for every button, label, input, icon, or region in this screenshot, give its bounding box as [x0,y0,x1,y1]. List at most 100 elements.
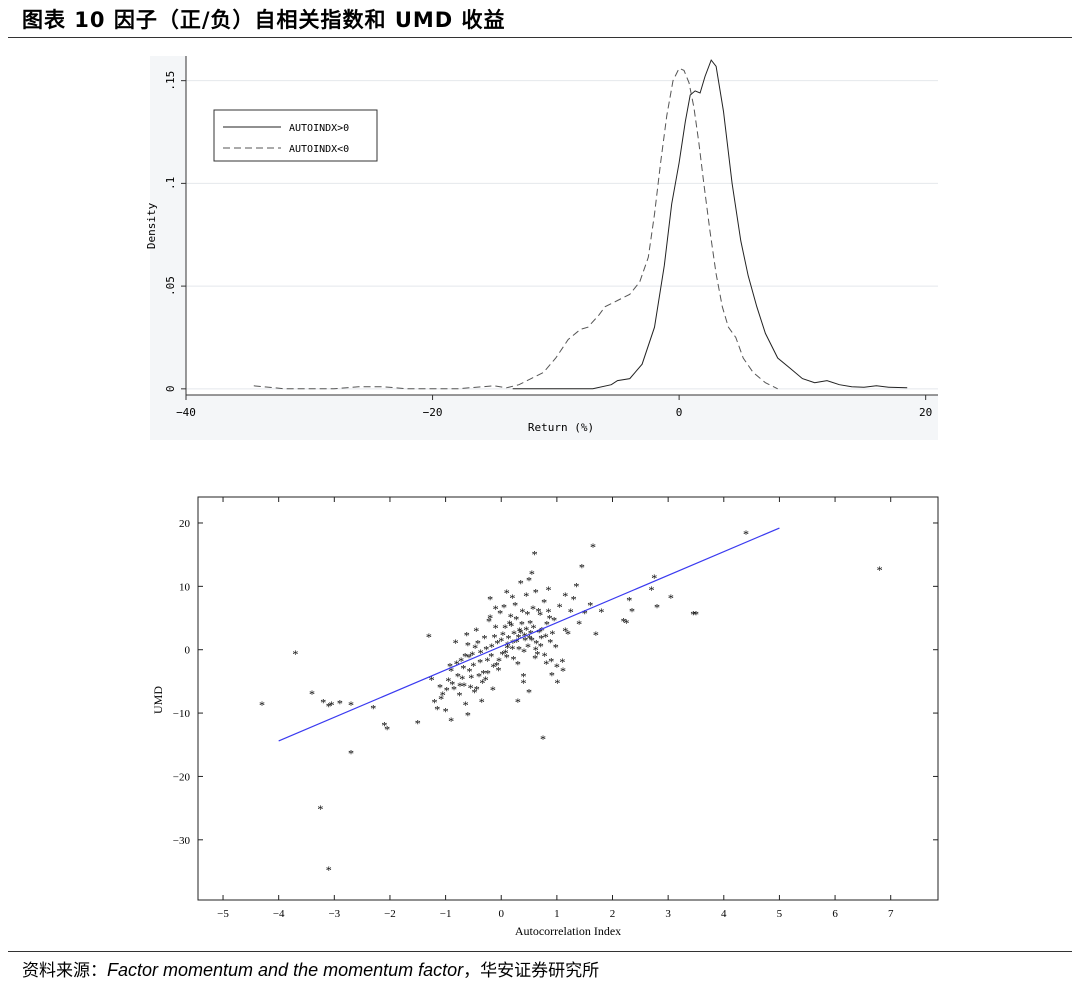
scatter-point: * [309,687,315,701]
scatter-points: **** ** * ******* **************************… [259,527,883,877]
scatter-point: * [337,696,343,710]
scatter-point: * [496,654,502,668]
scatter-point: * [518,577,524,591]
scatter-y-ticks: 20 10 0 −10 −20 −30 [173,518,938,847]
density-y-label: Density [145,202,158,249]
scatter-point: * [693,608,699,622]
scatter-point: * [511,627,517,641]
scatter-point: * [487,592,493,606]
scatter-point: * [508,619,514,633]
scatter-point: * [538,632,544,646]
scatter-point: * [516,642,522,656]
density-x-tick-label: −40 [176,406,196,419]
scatter-point: * [475,637,481,651]
scatter-point: * [562,624,568,638]
scatter-y-tick-label: 10 [179,581,191,593]
scatter-point: * [543,657,549,671]
scatter-point: * [469,648,475,662]
scatter-point: * [576,617,582,631]
scatter-point: * [651,571,657,585]
scatter-point: * [543,630,549,644]
scatter-point: * [573,580,579,594]
scatter-point: * [329,698,335,712]
scatter-point: * [629,604,635,618]
scatter-point: * [426,630,432,644]
scatter-point: * [472,686,478,700]
scatter-point: * [554,660,560,674]
scatter-point: * [547,611,553,625]
scatter-point: * [547,635,553,649]
scatter-point: * [515,630,521,644]
scatter-point: * [466,651,472,665]
scatter-point: * [370,701,376,715]
scatter-point: * [554,676,560,690]
scatter-y-tick-label: −30 [173,835,191,847]
scatter-point: * [468,671,474,685]
scatter-point: * [648,583,654,597]
scatter-point: * [520,670,526,684]
scatter-point: * [495,663,501,677]
scatter-point: * [499,648,505,662]
scatter-point: * [559,655,565,669]
scatter-point: * [553,641,559,655]
scatter-point: * [493,621,499,635]
scatter-point: * [503,646,509,660]
scatter-point: * [562,589,568,603]
scatter-point: * [743,527,749,541]
scatter-y-tick-label: 20 [179,518,191,530]
density-y-tick-label: 0 [164,386,177,393]
scatter-point: * [532,547,538,561]
scatter-point: * [517,624,523,638]
scatter-point: * [461,679,467,693]
legend-box [213,109,378,162]
scatter-point: * [317,802,323,816]
scatter-point: * [524,608,530,622]
scatter-point: * [529,567,535,581]
scatter-point: * [533,637,539,651]
scatter-point: * [457,689,463,703]
scatter-point: * [463,698,469,712]
scatter-point: * [440,688,446,702]
scatter-point: * [498,634,504,648]
scatter-point: * [326,699,332,713]
scatter-point: * [565,627,571,641]
scatter-point: * [544,618,550,632]
density-y-tick-label: .15 [164,71,177,91]
legend-label-negative: AUTOINDX<0 [289,144,349,155]
scatter-point: * [447,660,453,674]
scatter-point: * [449,677,455,691]
scatter-point: * [507,617,513,631]
scatter-point: * [508,610,514,624]
scatter-point: * [510,653,516,667]
scatter-x-tick-label: −4 [273,908,285,920]
source-prefix: 资料来源： [22,961,107,981]
scatter-point: * [536,625,542,639]
scatter-point: * [494,637,500,651]
scatter-point: * [483,673,489,687]
scatter-point: * [590,540,596,554]
scatter-point: * [467,665,473,679]
scatter-point: * [541,596,547,610]
density-x-tick-label: 0 [676,406,683,419]
scatter-point: * [483,642,489,656]
scatter-point: * [515,658,521,672]
scatter-point: * [478,646,484,660]
scatter-point: * [623,616,629,630]
scatter-point: * [621,615,627,629]
density-x-label: Return (%) [528,421,594,434]
scatter-x-tick-label: 4 [721,908,727,920]
scatter-x-tick-label: −3 [328,908,340,920]
scatter-point: * [470,659,476,673]
source-note: 资料来源：Factor momentum and the momentum fa… [22,956,599,981]
source-citation: Factor momentum and the momentum factor [107,960,464,980]
scatter-point: * [493,602,499,616]
scatter-point: * [505,638,511,652]
scatter-point: * [519,618,525,632]
scatter-point: * [348,698,354,712]
scatter-point: * [521,645,527,659]
scatter-point: * [509,591,515,605]
scatter-point: * [444,684,450,698]
scatter-y-tick-label: −10 [173,708,191,720]
scatter-point: * [668,591,674,605]
